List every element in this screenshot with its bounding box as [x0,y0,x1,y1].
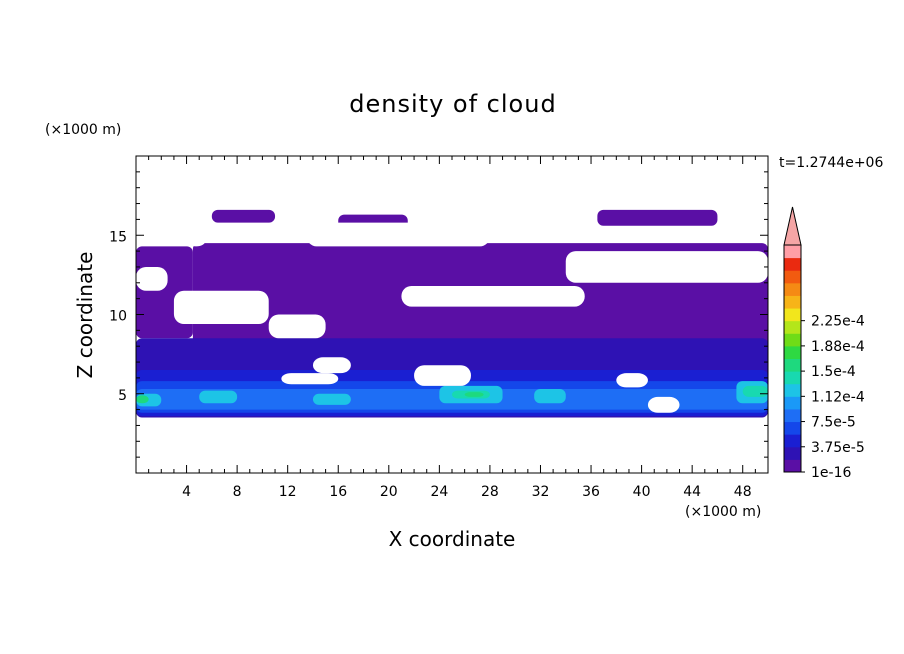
clear-region [186,235,206,247]
colorbar-swatch [784,446,801,460]
x-tick-label: 4 [182,484,191,500]
colorbar-swatch [784,282,801,296]
contour-field [136,209,768,418]
contour-region [211,209,276,223]
y-axis-label: Z coordinate [73,252,97,379]
clear-region [173,290,269,325]
clear-region [312,357,351,374]
time-label: t=1.2744e+06 [779,155,883,171]
x-tick-label: 32 [532,484,550,500]
x-tick-label: 36 [582,484,600,500]
colorbar-frame [783,244,802,473]
clear-region [565,251,768,283]
clear-region [136,266,168,291]
clear-region [647,396,680,413]
clear-region [268,314,326,339]
contour-region [199,390,238,404]
y-axis-ticks: 5 10 15 [109,171,768,458]
colorbar-label: 7.5e-5 [811,415,856,431]
colorbar: 1e-16 3.75e-5 7.5e-5 1.12e-4 1.5e-4 1.88e-4 2.… [783,206,865,481]
colorbar-swatch [784,459,801,473]
chart-title: density of cloud [349,90,556,118]
colorbar-swatch [784,421,801,435]
colorbar-swatch [784,257,801,271]
colorbar-label: 3.75e-5 [811,440,865,456]
colorbar-swatch [784,245,801,259]
x-tick-label: 48 [734,484,752,500]
colorbar-label: 1e-16 [811,465,851,481]
x-axis-ticks: 4 8 12 16 20 24 28 32 36 40 44 48 [148,156,756,500]
colorbar-swatch [784,383,801,397]
x-tick-label: 12 [279,484,297,500]
contour-region [136,395,149,404]
y-unit-label: (×1000 m) [45,122,121,138]
colorbar-swatch [784,308,801,322]
colorbar-swatch [784,333,801,347]
contour-region [534,388,566,404]
contour-region [464,392,484,397]
colorbar-swatch [784,320,801,334]
colorbar-extension [783,206,802,246]
y-tick-label: 5 [118,388,127,404]
x-tick-label: 28 [481,484,499,500]
colorbar-swatch [784,270,801,284]
colorbar-label: 1.5e-4 [811,364,856,380]
colorbar-label: 1.12e-4 [811,389,865,405]
colorbar-label: 2.25e-4 [811,314,865,330]
clear-region [281,373,339,385]
colorbar-label: 1.88e-4 [811,339,865,355]
colorbar-swatch [784,358,801,372]
y-tick-label: 15 [109,229,127,245]
x-tick-label: 24 [430,484,448,500]
colorbar-swatch [784,371,801,385]
clear-region [414,365,471,386]
colorbar-swatch [784,295,801,309]
clear-region [401,285,585,307]
x-tick-label: 20 [380,484,398,500]
y-tick-label: 10 [109,309,127,325]
contour-region [312,393,351,405]
x-tick-label: 44 [683,484,701,500]
colorbar-swatch [784,345,801,359]
x-tick-label: 16 [329,484,347,500]
x-unit-label: (×1000 m) [685,504,761,520]
contour-region [742,385,768,397]
clear-region [306,222,490,247]
x-tick-label: 8 [233,484,242,500]
colorbar-swatch [784,408,801,423]
x-axis-label: X coordinate [389,527,516,551]
clear-region [616,373,648,388]
x-tick-label: 40 [633,484,651,500]
contour-region [597,209,718,226]
colorbar-swatch [784,434,801,448]
colorbar-swatch [784,396,801,410]
